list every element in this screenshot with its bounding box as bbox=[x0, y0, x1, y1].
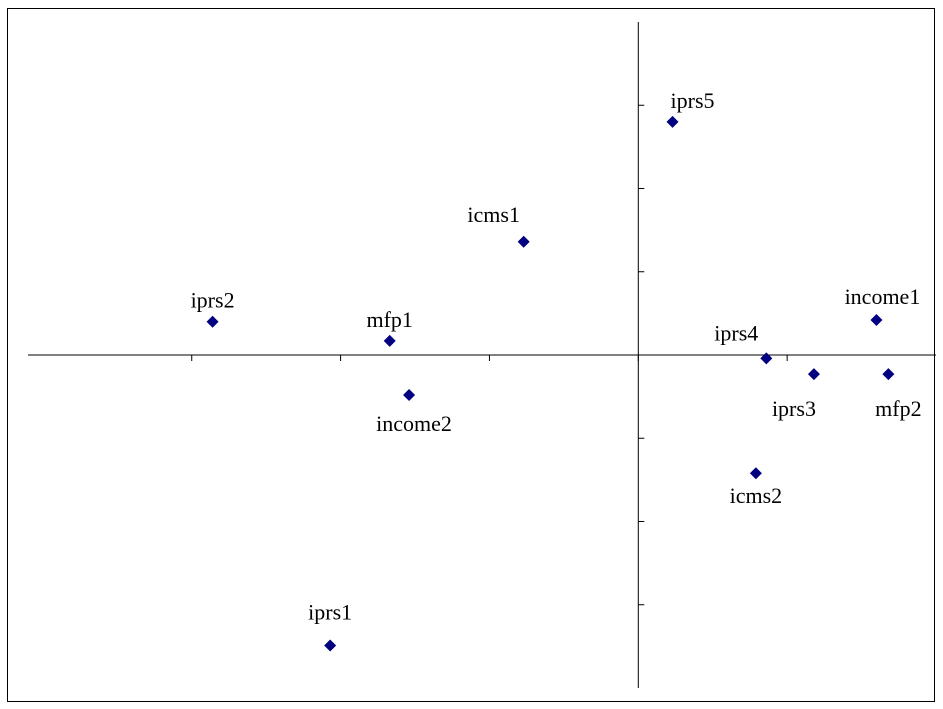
data-label-mfp1: mfp1 bbox=[366, 307, 412, 332]
data-point-income1 bbox=[870, 314, 883, 327]
data-point-icms1 bbox=[517, 235, 530, 248]
data-label-iprs1: iprs1 bbox=[308, 600, 352, 625]
data-point-iprs2 bbox=[206, 315, 219, 328]
data-label-income1: income1 bbox=[845, 284, 921, 309]
data-point-iprs1 bbox=[324, 639, 337, 652]
data-labels: iprs5 icms1 iprs2 mfp1 income1 iprs4 iprs3 mfp2… bbox=[191, 88, 922, 625]
data-label-icms1: icms1 bbox=[467, 202, 520, 227]
data-label-mfp2: mfp2 bbox=[875, 396, 921, 421]
data-label-iprs2: iprs2 bbox=[191, 288, 235, 313]
data-point-mfp1 bbox=[383, 334, 396, 347]
data-point-iprs3 bbox=[807, 368, 820, 381]
data-point-icms2 bbox=[749, 467, 762, 480]
data-label-income2: income2 bbox=[376, 411, 452, 436]
axes bbox=[28, 22, 936, 688]
data-point-iprs5 bbox=[666, 115, 679, 128]
data-label-icms2: icms2 bbox=[730, 483, 783, 508]
data-point-mfp2 bbox=[882, 368, 895, 381]
data-point-income2 bbox=[403, 388, 416, 401]
data-point-iprs4 bbox=[760, 352, 773, 365]
data-points bbox=[206, 115, 895, 652]
data-label-iprs5: iprs5 bbox=[671, 88, 715, 113]
data-label-iprs3: iprs3 bbox=[772, 396, 816, 421]
data-label-iprs4: iprs4 bbox=[714, 320, 758, 345]
